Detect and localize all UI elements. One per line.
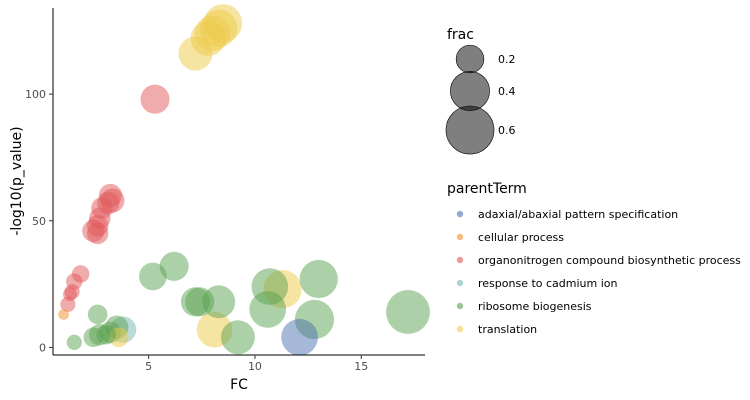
- y-tick-label: 100: [25, 88, 46, 101]
- data-point: [178, 36, 213, 71]
- x-axis-title: FC: [230, 377, 248, 393]
- data-point: [281, 318, 318, 356]
- data-point: [299, 259, 338, 299]
- data-point: [87, 304, 108, 325]
- size-legend-key: [450, 71, 490, 111]
- x-tick-label: 15: [354, 360, 368, 373]
- data-point: [63, 287, 77, 302]
- color-legend-label: response to cadmium ion: [478, 277, 618, 290]
- color-legend-label: organonitrogen compound biosynthetic pro…: [478, 254, 741, 267]
- data-point: [159, 251, 189, 281]
- y-axis-ticks: 0 50 100: [25, 88, 53, 354]
- data-point: [249, 291, 287, 328]
- color-legend-label: adaxial/abaxial pattern specification: [478, 208, 678, 221]
- size-legend-key: [455, 44, 485, 74]
- size-legend-key: [445, 105, 495, 155]
- x-tick-label: 5: [145, 360, 152, 373]
- color-legend-key: [456, 233, 464, 241]
- y-axis-title: -log10(p_value): [9, 126, 25, 235]
- size-legend-title: frac: [447, 27, 474, 43]
- data-point: [140, 84, 170, 114]
- y-tick-label: 50: [32, 215, 46, 228]
- size-legend: 0.2 0.4 0.6: [445, 44, 516, 155]
- size-legend-label: 0.6: [498, 124, 516, 137]
- y-tick-label: 0: [39, 341, 46, 354]
- color-legend-title: parentTerm: [447, 181, 527, 197]
- data-point: [86, 222, 109, 245]
- data-point: [185, 287, 215, 317]
- color-legend-label: cellular process: [478, 231, 564, 244]
- size-legend-label: 0.4: [498, 85, 516, 98]
- color-legend-key: [456, 210, 464, 218]
- data-point: [386, 290, 430, 334]
- data-point: [58, 309, 69, 320]
- color-legend-label: ribosome biogenesis: [478, 300, 592, 313]
- data-point: [139, 262, 167, 291]
- x-tick-label: 10: [248, 360, 262, 373]
- color-legend: adaxial/abaxial pattern specification cel…: [456, 208, 741, 336]
- data-point: [66, 334, 82, 350]
- color-legend-key: [456, 279, 464, 287]
- data-point: [83, 327, 104, 348]
- size-legend-label: 0.2: [498, 53, 516, 66]
- data-point: [220, 320, 255, 355]
- points-layer: [58, 4, 430, 356]
- color-legend-key: [456, 256, 464, 264]
- color-legend-label: translation: [478, 323, 537, 336]
- color-legend-key: [456, 325, 464, 333]
- color-legend-key: [456, 302, 464, 310]
- x-axis-ticks: 5 10 15: [145, 355, 368, 373]
